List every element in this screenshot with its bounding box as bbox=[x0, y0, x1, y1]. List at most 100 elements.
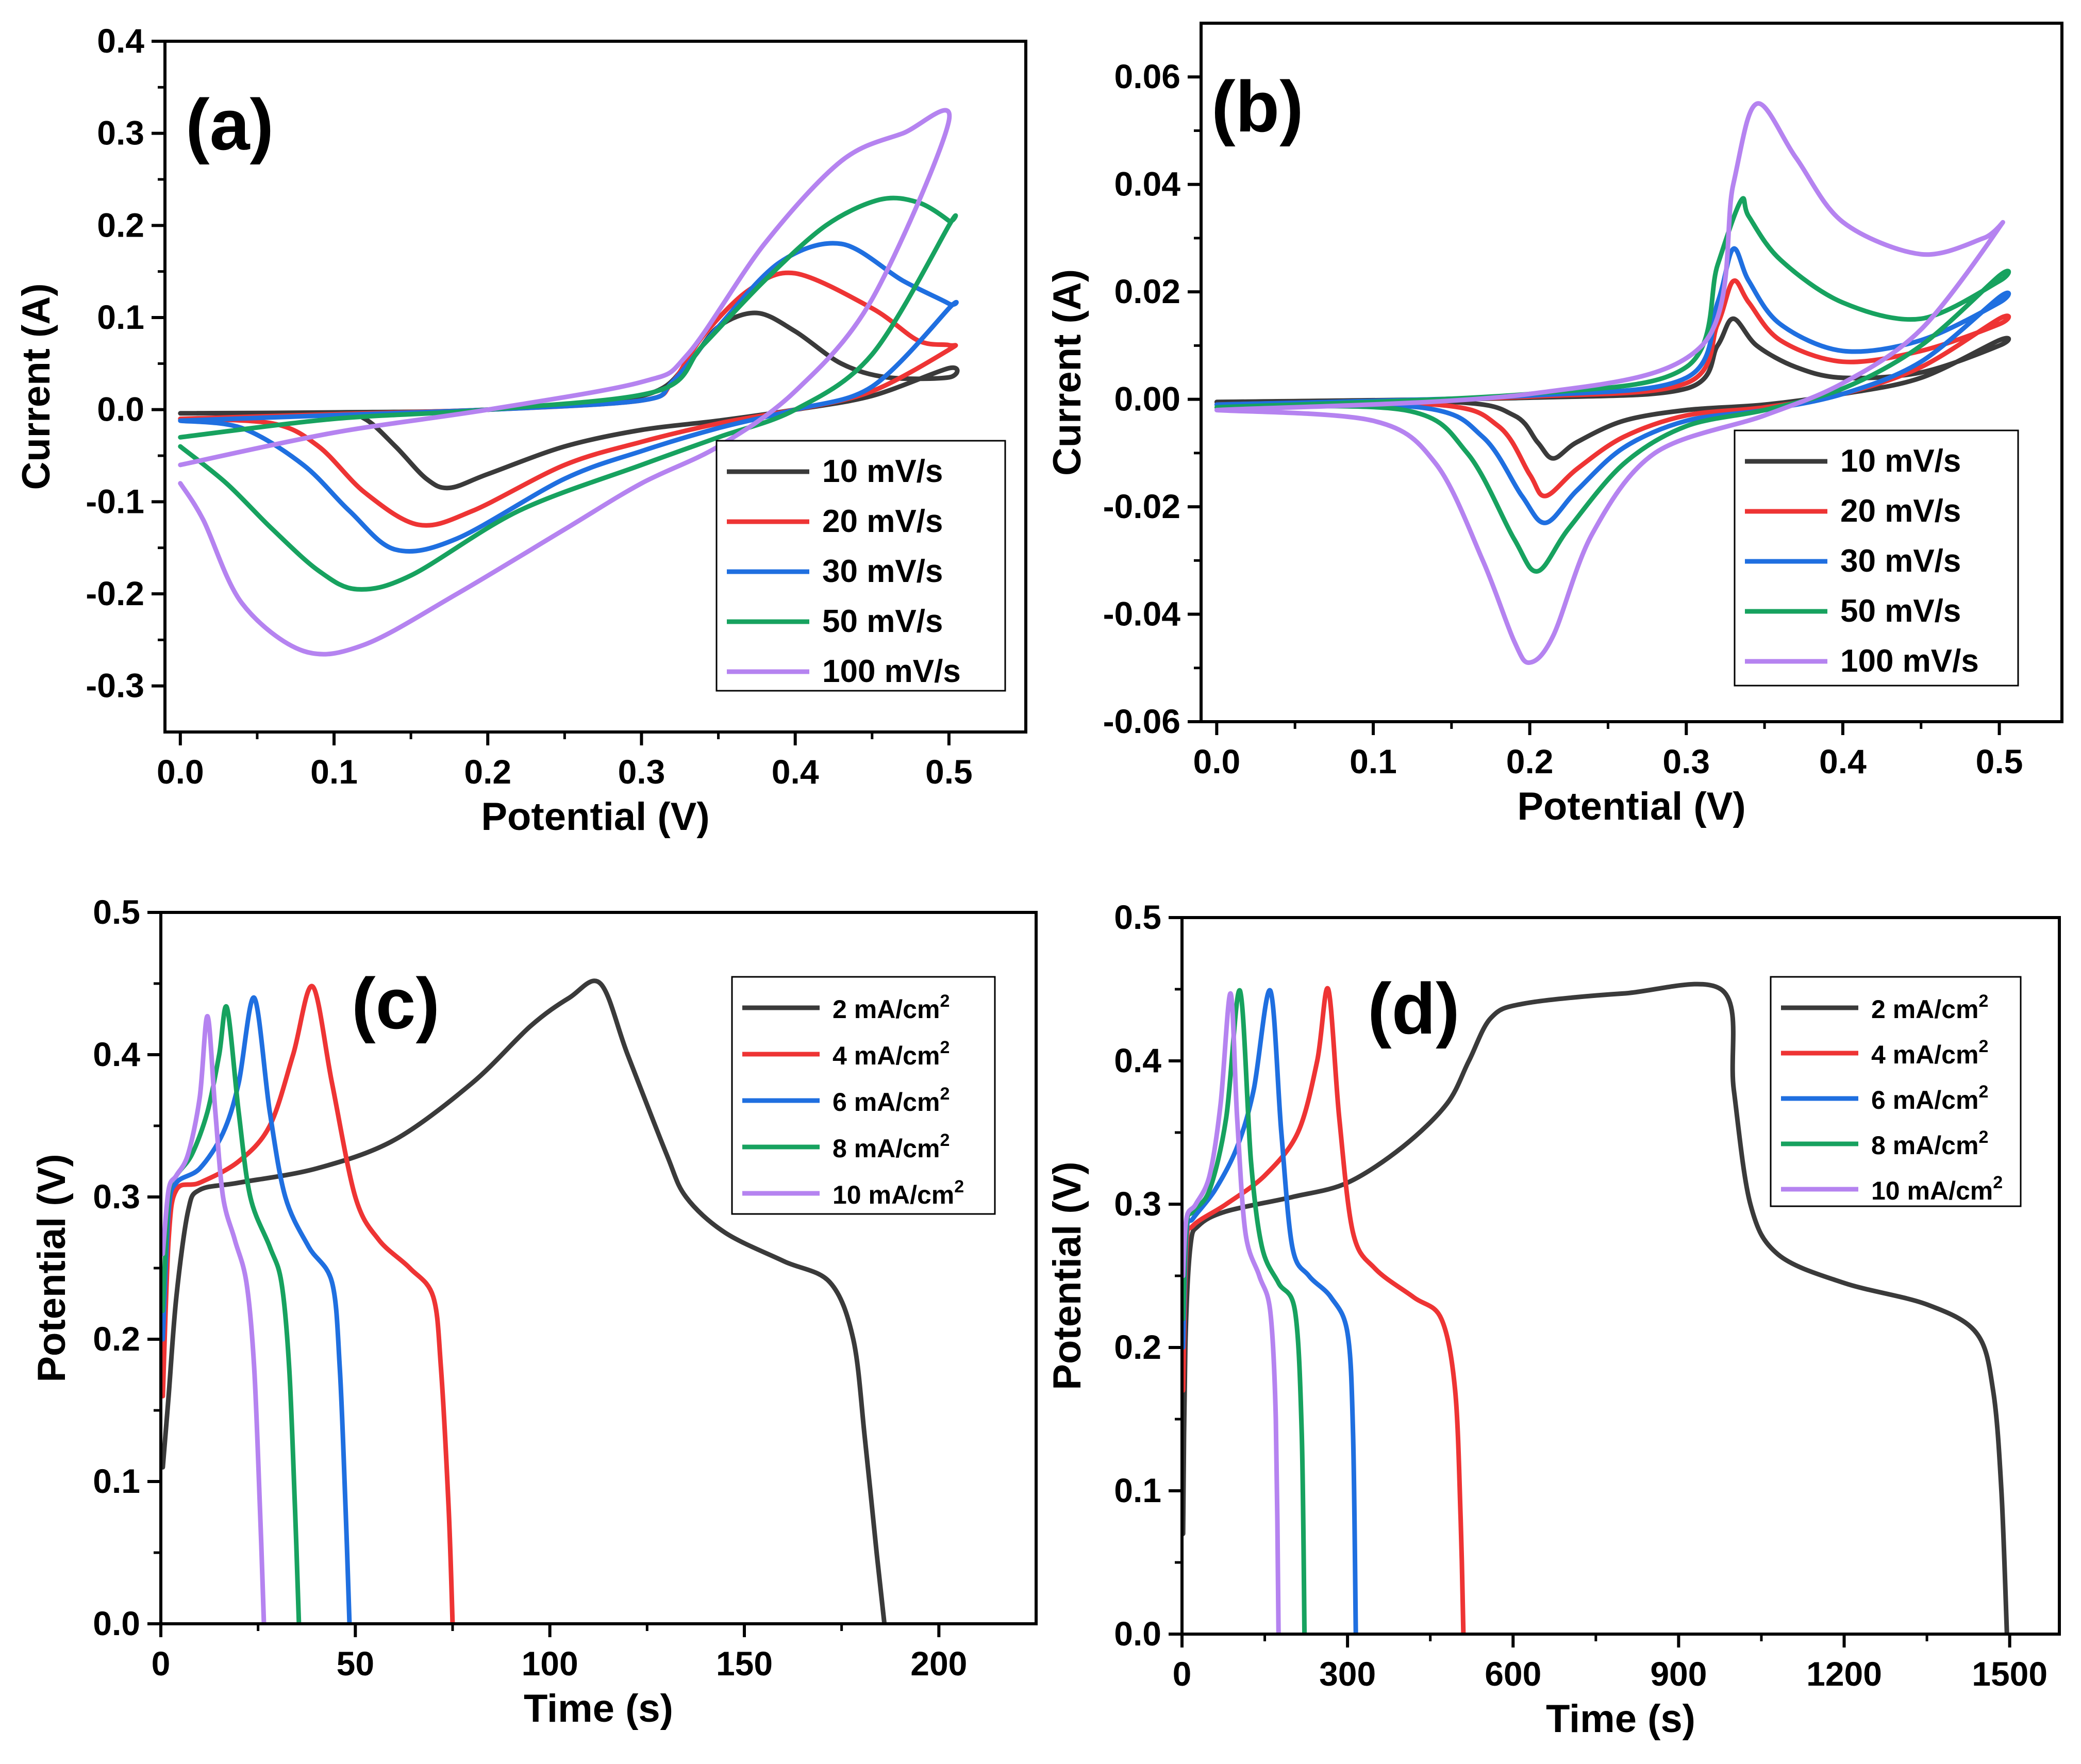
x-tick-label: 0.3 bbox=[1662, 742, 1710, 780]
series-line-1 bbox=[1214, 278, 2011, 498]
panel-1: 0.0 0.1 0.2 0.3 0.4 0.5 -0.06 -0.04 -0.02 0.00 0.0… bbox=[1045, 22, 2063, 828]
x-tick-label: 0.4 bbox=[1819, 742, 1867, 780]
y-axis-label: Current (A) bbox=[14, 283, 58, 490]
legend: 2 mA/cm2 4 mA/cm2 6 mA/cm2 8 mA/cm2 10 mA/cm… bbox=[1770, 976, 2022, 1207]
y-tick-label: -0.04 bbox=[1103, 595, 1181, 633]
series-line-0 bbox=[161, 978, 887, 1624]
legend-label: 100 mV/s bbox=[822, 654, 961, 689]
y-tick-label: 0.4 bbox=[93, 1035, 140, 1073]
x-tick-label: 0.0 bbox=[1193, 742, 1240, 780]
plot-area bbox=[178, 108, 960, 657]
x-tick-label: 0.3 bbox=[618, 753, 665, 791]
y-axis-label: Current (A) bbox=[1045, 269, 1089, 476]
y-tick-label: 0.1 bbox=[93, 1462, 140, 1500]
panel-0: 0.0 0.1 0.2 0.3 0.4 0.5 -0.3 -0.2 -0.1 0.0 0.1 0.2 0… bbox=[14, 22, 1027, 839]
panel-2: 0 50 100 150 200 0.0 0.1 0.2 0.3 0.4 0.5 Time (s) Po… bbox=[30, 893, 1038, 1730]
x-tick-label: 0.2 bbox=[464, 753, 511, 791]
legend-label: 2 mA/cm2 bbox=[1871, 991, 1988, 1024]
series-line-4 bbox=[1214, 101, 2005, 665]
plot-frame bbox=[163, 40, 1027, 734]
series-line-2 bbox=[1182, 988, 1358, 1634]
y-tick-label: 0.02 bbox=[1114, 272, 1180, 310]
y-tick-label: 0.2 bbox=[93, 1320, 140, 1358]
legend-label: 8 mA/cm2 bbox=[833, 1130, 950, 1163]
legend-box bbox=[715, 440, 1006, 692]
series-line-2 bbox=[161, 995, 352, 1624]
series-line-3 bbox=[1214, 196, 2011, 574]
x-tick-label: 1500 bbox=[1972, 1655, 2047, 1693]
x-tick-label: 0.1 bbox=[1350, 742, 1397, 780]
y-tick-label: 0.5 bbox=[1114, 898, 1161, 936]
legend-label: 50 mV/s bbox=[1840, 593, 1961, 629]
plot-frame bbox=[1200, 22, 2063, 723]
x-tick-label: 0.1 bbox=[310, 753, 358, 791]
legend-label: 6 mA/cm2 bbox=[1871, 1082, 1988, 1114]
series-line-4 bbox=[178, 108, 952, 657]
y-tick-label: 0.1 bbox=[1114, 1471, 1161, 1509]
legend: 10 mV/s 20 mV/s 30 mV/s 50 mV/s 100 mV/s bbox=[1734, 429, 2019, 687]
series-line-2 bbox=[1214, 246, 2011, 525]
legend-label: 10 mV/s bbox=[822, 454, 943, 489]
legend-label: 10 mA/cm2 bbox=[1871, 1173, 2003, 1205]
legend-label: 30 mV/s bbox=[1840, 543, 1961, 579]
plot-area bbox=[1182, 981, 2009, 1634]
y-tick-label: -0.1 bbox=[86, 482, 144, 520]
series-line-3 bbox=[178, 195, 958, 592]
series-line-4 bbox=[161, 1013, 267, 1624]
y-tick-label: 0.00 bbox=[1114, 380, 1180, 418]
legend-label: 20 mV/s bbox=[1840, 493, 1961, 529]
series-line-1 bbox=[1182, 986, 1466, 1634]
y-tick-label: 0.0 bbox=[93, 1604, 140, 1642]
y-tick-label: -0.02 bbox=[1103, 487, 1180, 525]
x-axis-label: Potential (V) bbox=[481, 795, 709, 839]
legend-box bbox=[1734, 429, 2019, 687]
legend-box bbox=[1770, 976, 2022, 1207]
plot-area bbox=[1214, 101, 2011, 665]
x-tick-label: 1200 bbox=[1806, 1655, 1882, 1693]
legend-label: 50 mV/s bbox=[822, 604, 943, 639]
y-tick-label: -0.3 bbox=[86, 667, 144, 705]
y-axis-label: Potential (V) bbox=[30, 1154, 74, 1382]
panel-label: (a) bbox=[186, 84, 274, 165]
x-tick-label: 100 bbox=[522, 1644, 578, 1683]
panel-label: (b) bbox=[1211, 66, 1304, 147]
x-tick-label: 0.0 bbox=[157, 753, 204, 791]
panel-3: 0 300 600 900 1200 1500 0.0 0.1 0.2 0.3 0.4 0.5 Time… bbox=[1045, 898, 2061, 1741]
x-tick-label: 50 bbox=[337, 1644, 374, 1683]
legend-label: 10 mA/cm2 bbox=[833, 1177, 964, 1209]
y-tick-label: 0.5 bbox=[93, 893, 140, 931]
y-tick-label: 0.04 bbox=[1114, 165, 1181, 203]
legend-label: 100 mV/s bbox=[1840, 643, 1979, 679]
y-tick-label: -0.2 bbox=[86, 574, 144, 612]
legend-label: 4 mA/cm2 bbox=[833, 1038, 950, 1070]
legend-label: 30 mV/s bbox=[822, 554, 943, 589]
legend-box bbox=[731, 976, 996, 1215]
x-tick-label: 0.2 bbox=[1506, 742, 1554, 780]
y-axis-label: Potential (V) bbox=[1045, 1161, 1089, 1390]
y-tick-label: 0.1 bbox=[97, 298, 144, 336]
y-tick-label: 0.3 bbox=[93, 1177, 140, 1216]
x-tick-label: 0 bbox=[152, 1644, 171, 1683]
x-axis-label: Potential (V) bbox=[1517, 785, 1745, 828]
y-tick-label: 0.0 bbox=[97, 390, 144, 428]
legend-label: 4 mA/cm2 bbox=[1871, 1037, 1988, 1069]
y-tick-label: 0.3 bbox=[1114, 1185, 1161, 1223]
legend-label: 20 mV/s bbox=[822, 504, 943, 539]
panel-label: (c) bbox=[352, 963, 440, 1044]
x-tick-label: 150 bbox=[716, 1644, 773, 1683]
y-tick-label: 0.2 bbox=[1114, 1328, 1161, 1366]
series-line-0 bbox=[1182, 981, 2009, 1634]
legend: 2 mA/cm2 4 mA/cm2 6 mA/cm2 8 mA/cm2 10 mA/cm… bbox=[731, 976, 996, 1215]
x-tick-label: 0 bbox=[1173, 1655, 1192, 1693]
y-tick-label: -0.06 bbox=[1103, 702, 1180, 740]
y-tick-label: 0.4 bbox=[97, 22, 144, 60]
x-tick-label: 0.4 bbox=[772, 753, 819, 791]
x-tick-label: 0.5 bbox=[1976, 742, 2023, 780]
y-tick-label: 0.0 bbox=[1114, 1615, 1161, 1653]
legend: 10 mV/s 20 mV/s 30 mV/s 50 mV/s 100 mV/s bbox=[715, 440, 1006, 692]
y-tick-label: 0.2 bbox=[97, 206, 144, 244]
series-line-4 bbox=[1182, 991, 1281, 1634]
series-line-3 bbox=[1182, 988, 1307, 1634]
x-tick-label: 0.5 bbox=[925, 753, 973, 791]
